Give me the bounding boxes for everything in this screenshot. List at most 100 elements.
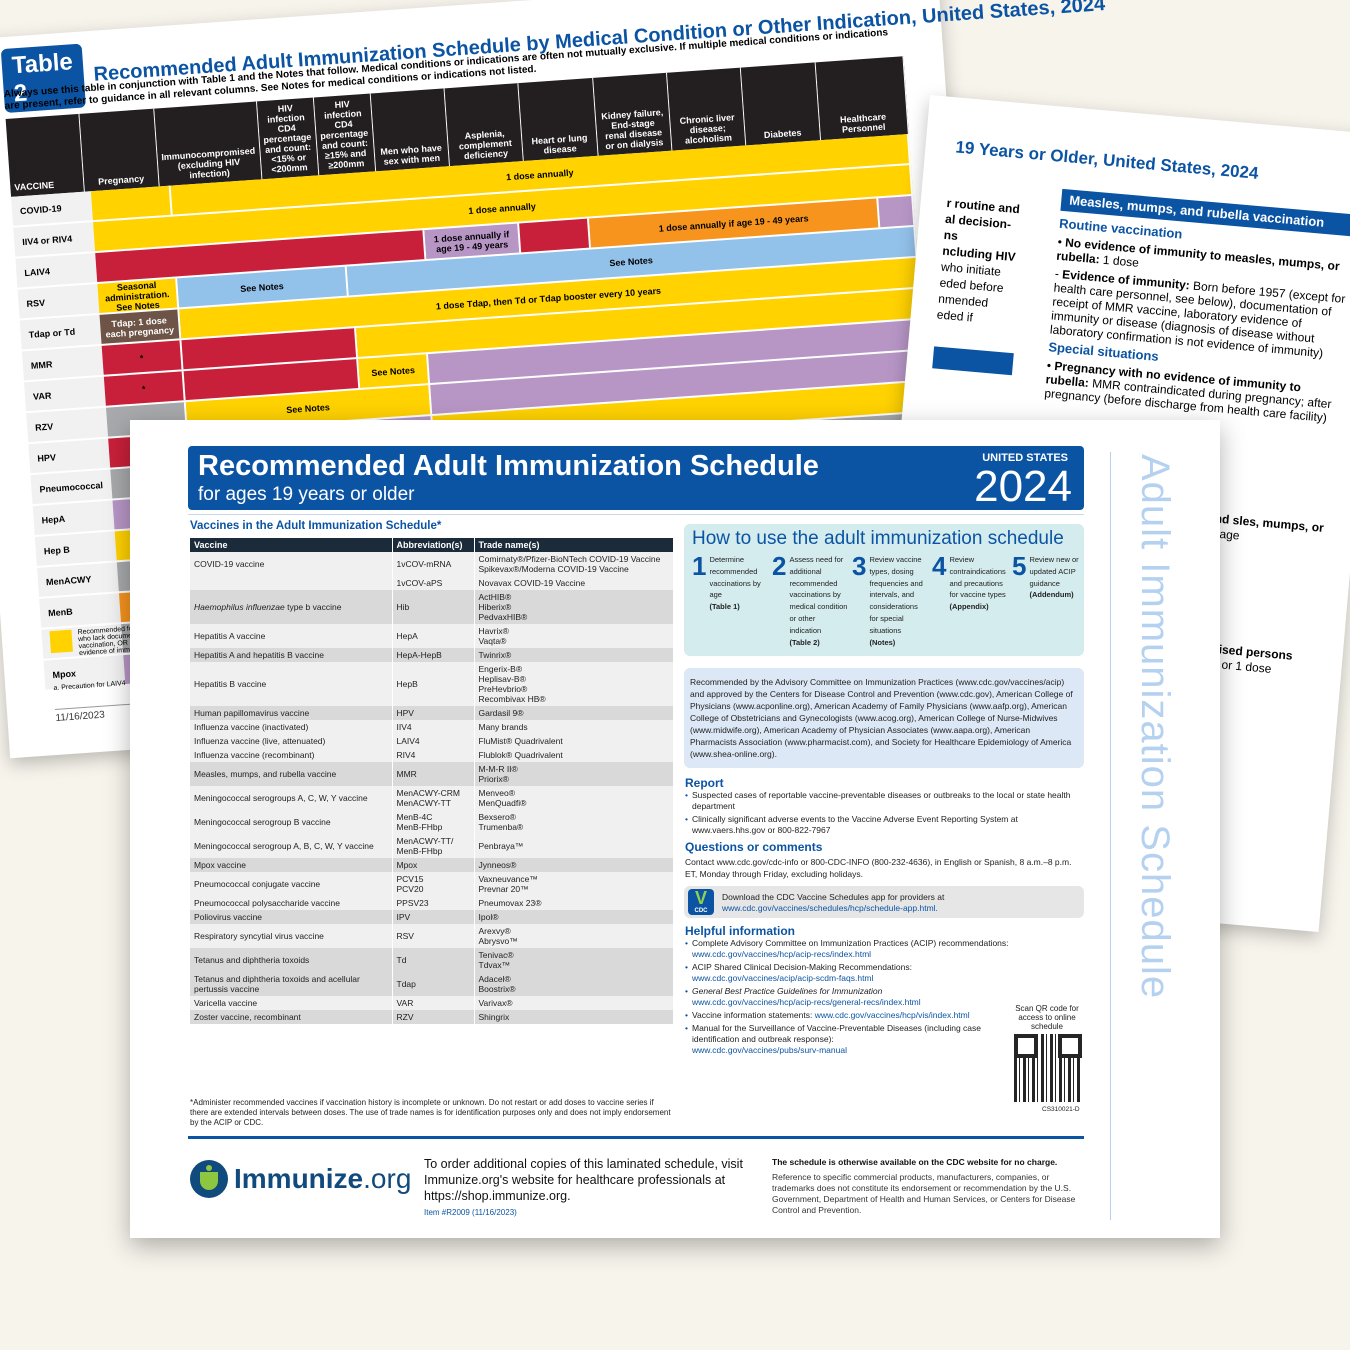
vaccine-abbreviation: IIV4 [392,720,475,734]
helpful-item-link[interactable]: www.cdc.gov/vaccines/acip/acip-scdm-faqs… [692,973,874,983]
vaccine-name: Poliovirus vaccine [190,910,393,924]
vaccine-abbreviation: Tdap [392,972,475,996]
vaccine-name [190,576,393,590]
vaccine-trade-names: Engerix-B® Heplisav-B® PreHevbrio® Recombiv… [474,662,674,706]
vaccine-trade-names: FluMist® Quadrivalent [474,734,674,748]
table2-row-label: MMR [21,345,104,381]
how-to-step: 3 Review vaccine types, dosing frequencie… [852,553,928,648]
table2-col-header: Heart or lung disease [518,77,599,161]
helpful-item-link[interactable]: www.cdc.gov/vaccines/hcp/acip-recs/index… [692,949,872,959]
table2-col-header: HIV infection CD4 percentage and count: … [313,93,376,176]
legend-yellow-swatch [49,629,73,654]
col-vaccine: Vaccine [190,538,393,552]
col-trade-name: Trade name(s) [474,538,674,552]
table-row: Hepatitis A vaccine HepA Havrix® Vaqta® [190,624,674,648]
cdc-app-icon[interactable]: V CDC [688,889,714,915]
table-row: Zoster vaccine, recombinant RZV Shingrix [190,1010,674,1024]
app-download-link[interactable]: www.cdc.gov/vaccines/schedules/hcp/sched… [722,903,938,913]
table-row: Hepatitis A and hepatitis B vaccine HepA-… [190,648,674,662]
vaccine-abbreviation: PPSV23 [392,896,475,910]
table-row: Varicella vaccine VAR Varivax® [190,996,674,1010]
table-row: Influenza vaccine (recombinant) RIV4 Flubl… [190,748,674,762]
table2-row-label: IIV4 or RIV4 [13,222,96,257]
vaccine-name: COVID-19 vaccine [190,552,393,576]
vaccine-name: Tetanus and diphtheria toxoids and acell… [190,972,393,996]
vaccine-name: Zoster vaccine, recombinant [190,1010,393,1024]
how-to-steps: 1 Determine recommended vaccinations by a… [692,551,1088,648]
vaccine-trade-names: Pneumovax 23® [474,896,674,910]
vaccine-name: Haemophilus influenzae type b vaccine [190,590,393,624]
table2-cell [878,195,916,228]
table2-row-label: RSV [17,284,100,319]
qr-code-icon[interactable] [1014,1034,1082,1102]
table2-cell: See Notes [358,354,431,388]
vaccine-abbreviation: RIV4 [392,748,475,762]
recommended-by-box: Recommended by the Advisory Committee on… [684,668,1084,768]
how-to-step: 5 Review new or updated ACIP guidance (Add… [1012,553,1088,648]
vaccine-name: Pneumococcal conjugate vaccine [190,872,393,896]
helpful-item-text: Vaccine information statements: [692,1010,815,1020]
table2-col-header: Asplenia, complement deficiency [444,83,525,167]
notes-mmr-section: Measles, mumps, and rubella vaccination … [1043,188,1350,430]
table2-row-label: Tdap or Td [19,314,102,350]
step-text: Review contraindications and precautions… [949,554,1008,648]
vaccine-name: Respiratory syncytial virus vaccine [190,924,393,948]
table2-col-header: Pregnancy [79,108,160,192]
vaccine-trade-names: Varivax® [474,996,674,1010]
vaccine-trade-names: M-M-R II® Priorix® [474,762,674,786]
table2-row-label: VAR [24,376,106,412]
table-row: Haemophilus influenzae type b vaccine Hib… [190,590,674,624]
vaccines-heading: Vaccines in the Adult Immunization Sched… [190,520,442,532]
table2-col-header: Men who have sex with men [370,88,451,172]
table-row: Meningococcal serogroup B vaccine MenB-4C… [190,810,674,834]
vaccine-abbreviation: MenB-4C MenB-FHbp [392,810,475,834]
vaccine-abbreviation: IPV [392,910,475,924]
step-number: 2 [772,551,787,581]
vaccine-abbreviation: 1vCOV-aPS [392,576,475,590]
vaccine-name: Human papillomavirus vaccine [190,706,393,720]
helpful-item: General Best Practice Guidelines for Imm… [685,986,1015,1008]
table-row: 1vCOV-aPS Novavax COVID-19 Vaccine [190,576,674,590]
vaccine-name: Influenza vaccine (inactivated) [190,720,393,734]
table2-cell: * [103,371,186,406]
legal-heading: The schedule is otherwise available on t… [772,1157,1058,1167]
vaccines-table-footnote: *Administer recommended vaccines if vacc… [190,1098,671,1127]
step-text: Determine recommended vaccinations by ag… [709,554,768,648]
how-to-step: 2 Assess need for additional recommended … [772,551,848,648]
table2-col-header: Chronic liver disease; alcoholism [667,67,747,151]
helpful-item-link[interactable]: www.cdc.gov/vaccines/pubs/surv-manual [692,1045,847,1055]
vaccine-trade-names: Menveo® MenQuadfi® [474,786,674,810]
vaccine-trade-names: Jynneos® [474,858,674,872]
app-download-box[interactable]: V CDC Download the CDC Vaccine Schedules … [684,886,1084,918]
questions-heading: Questions or comments [685,840,823,854]
page-title: Recommended Adult Immunization Schedule [198,450,819,482]
table2-row-label: Pneumococcal [30,469,113,505]
helpful-item-link[interactable]: www.cdc.gov/vaccines/hcp/vis/index.html [814,1010,970,1020]
helpful-item: Complete Advisory Committee on Immunizat… [685,938,1015,960]
table2-col-header: Immunocompromised (excluding HIV infecti… [153,101,263,187]
front-schedule-card: Recommended Adult Immunization Schedule … [130,420,1220,1238]
helpful-item-link[interactable]: www.cdc.gov/vaccines/hcp/acip-recs/gener… [692,997,921,1007]
side-title: Adult Immunization Schedule [1133,454,1177,1000]
step-reference: (Table 1) [709,602,740,612]
table2-col-header: VACCINE [5,113,86,197]
qr-code-id: CS310021-D [1042,1106,1080,1113]
vaccine-name: Mpox vaccine [190,858,393,872]
table-row: COVID-19 vaccine 1vCOV-mRNA Comirnaty®/Pfi… [190,552,674,576]
table2-row-label: HPV [28,438,111,474]
table-row: Tetanus and diphtheria toxoids and acell… [190,972,674,996]
vaccine-name: Meningococcal serogroups A, C, W, Y vacc… [190,786,393,810]
vaccine-name: Measles, mumps, and rubella vaccine [190,762,393,786]
step-reference: (Addendum) [1029,590,1074,600]
notes-left-bar [932,346,1014,376]
table-row: Meningococcal serogroup A, B, C, W, Y va… [190,834,674,858]
table2-col-header: Kidney failure, End-stage renal disease … [592,72,673,156]
vaccines-table-header: Vaccine Abbreviation(s) Trade name(s) [190,538,674,552]
how-to-use-box: How to use the adult immunization schedu… [684,524,1084,656]
col-abbreviation: Abbreviation(s) [392,538,475,552]
questions-text: Contact www.cdc.gov/cdc-info or 800-CDC-… [685,857,1072,879]
table-row: Measles, mumps, and rubella vaccine MMR M-… [190,762,674,786]
table2-row-label: COVID-19 [11,191,93,226]
header-divider [188,514,1084,515]
notes-left-column: r routine and al decision-ns ncluding HIV w… [936,195,1057,332]
